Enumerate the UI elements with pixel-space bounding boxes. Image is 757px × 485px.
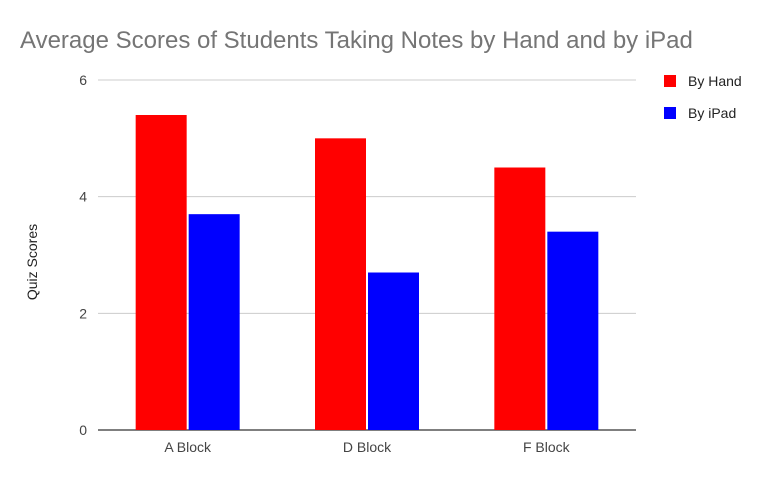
x-tick-label: A Block — [164, 439, 212, 455]
x-tick-labels: A Block D Block F Block — [164, 439, 570, 455]
bar-by-ipad-d-block — [368, 272, 419, 430]
legend: By Hand By iPad — [664, 73, 742, 121]
y-tick-labels: 0 2 4 6 — [79, 72, 87, 438]
chart-title: Average Scores of Students Taking Notes … — [20, 27, 693, 54]
legend-swatch-by-ipad — [664, 107, 676, 119]
bar-by-ipad-f-block — [547, 231, 599, 430]
y-tick-label: 2 — [79, 305, 87, 321]
legend-label: By Hand — [688, 73, 742, 89]
y-axis-label: Quiz Scores — [24, 224, 40, 300]
bar-by-hand-a-block — [135, 115, 187, 430]
x-tick-label: F Block — [523, 439, 571, 455]
legend-swatch-by-hand — [664, 75, 676, 87]
bar-by-hand-f-block — [494, 167, 546, 430]
y-tick-label: 0 — [79, 422, 87, 438]
gridlines — [98, 79, 636, 431]
bar-by-ipad-a-block — [188, 214, 240, 430]
y-tick-label: 4 — [79, 189, 87, 205]
bar-by-hand-d-block — [315, 138, 366, 431]
x-tick-label: D Block — [343, 439, 392, 455]
legend-label: By iPad — [688, 105, 736, 121]
y-tick-label: 6 — [79, 72, 87, 88]
bars — [135, 115, 599, 431]
